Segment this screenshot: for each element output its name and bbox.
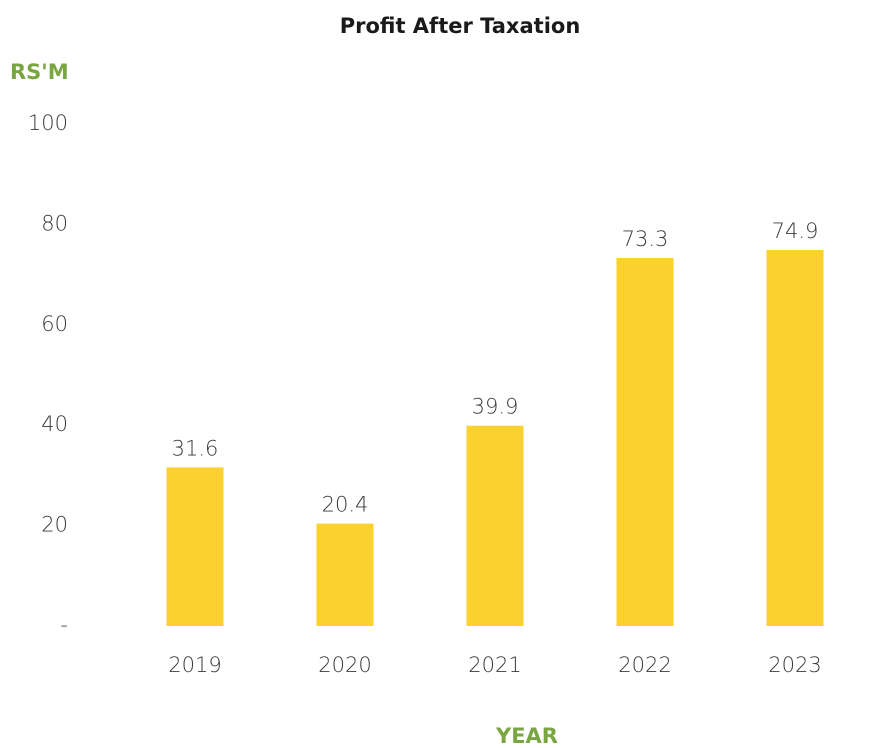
x-tick-label: 2021 [468,653,521,677]
x-tick-label: 2019 [168,653,221,677]
data-label: 39.9 [472,395,519,419]
x-tick-label: 2020 [318,653,371,677]
y-axis-label: RS'M [10,60,69,84]
data-label: 20.4 [322,493,369,517]
data-label: 73.3 [622,227,669,251]
bar [316,523,374,626]
bar [166,467,224,626]
x-tick-label: 2022 [618,653,671,677]
y-tick-label: 100 [28,111,68,135]
y-tick-label: 80 [41,211,68,235]
data-label: 31.6 [172,436,219,460]
y-tick-label: - [60,613,68,637]
y-tick-label: 40 [41,412,68,436]
bar [766,250,824,626]
x-axis-label: YEAR [495,724,558,748]
data-label: 74.9 [772,219,819,243]
x-tick-label: 2023 [768,653,821,677]
bar [616,258,674,626]
chart-title: Profit After Taxation [340,14,581,38]
y-tick-label: 20 [41,513,68,537]
y-tick-label: 60 [41,312,68,336]
bar [466,425,524,626]
